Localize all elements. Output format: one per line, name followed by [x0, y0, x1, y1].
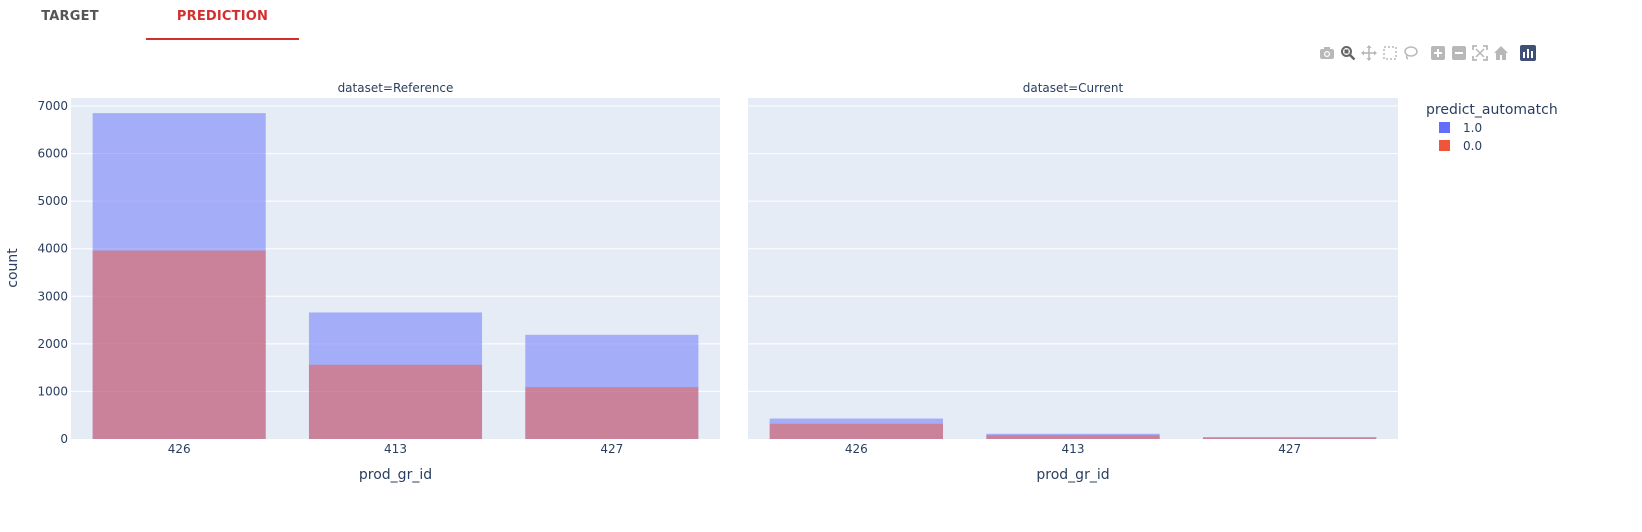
plotly-logo-icon[interactable] [1517, 43, 1538, 63]
legend-title: predict_automatch [1426, 102, 1558, 118]
y-tick-label: 3000 [37, 289, 68, 303]
tab-active-underline [146, 38, 299, 40]
y-tick-label: 7000 [37, 99, 68, 113]
y-tick-label: 0 [60, 432, 68, 446]
box-select-icon[interactable] [1379, 43, 1400, 63]
x-tick-label: 413 [384, 442, 407, 456]
x-tick-label: 426 [845, 442, 868, 456]
legend-label: 1.0 [1463, 121, 1482, 135]
x-tick-label: 427 [1278, 442, 1301, 456]
legend-label: 0.0 [1463, 139, 1482, 153]
autoscale-icon[interactable] [1469, 43, 1490, 63]
x-tick-label: 413 [1062, 442, 1085, 456]
x-tick-label: 426 [168, 442, 191, 456]
legend-swatch [1439, 122, 1450, 133]
y-tick-label: 2000 [37, 337, 68, 351]
x-axis-title: prod_gr_id [359, 467, 432, 483]
bar-0-0-413 [308, 364, 483, 439]
pan-icon[interactable] [1358, 43, 1379, 63]
y-tick-label: 4000 [37, 242, 68, 256]
lasso-icon[interactable] [1400, 43, 1421, 63]
zoom-out-icon[interactable] [1448, 43, 1469, 63]
tab-target-label: TARGET [41, 9, 99, 24]
y-tick-label: 6000 [37, 147, 68, 161]
reset-axes-icon[interactable] [1490, 43, 1511, 63]
bar-0-0-426 [769, 423, 943, 439]
y-tick-label: 5000 [37, 194, 68, 208]
tab-prediction[interactable]: PREDICTION [146, 0, 299, 40]
bar-0-0-413 [986, 435, 1160, 439]
bar-0-0-427 [1203, 437, 1377, 439]
plot-area [748, 98, 1398, 439]
camera-icon[interactable] [1316, 43, 1337, 63]
tab-target[interactable]: TARGET [0, 0, 140, 40]
zoom-in-icon[interactable] [1427, 43, 1448, 63]
legend-swatch [1439, 140, 1450, 151]
panel-title: dataset=Current [1023, 81, 1124, 95]
y-tick-label: 1000 [37, 384, 68, 398]
modebar [1316, 42, 1538, 64]
bar-0-0-426 [92, 250, 266, 439]
y-axis-title: count [5, 248, 21, 288]
x-tick-label: 427 [600, 442, 623, 456]
tab-prediction-label: PREDICTION [176, 9, 269, 24]
bar-0-0-427 [525, 387, 699, 439]
panel-title: dataset=Reference [338, 81, 454, 95]
x-axis-title: prod_gr_id [1036, 467, 1109, 483]
zoom-icon[interactable] [1337, 43, 1358, 63]
